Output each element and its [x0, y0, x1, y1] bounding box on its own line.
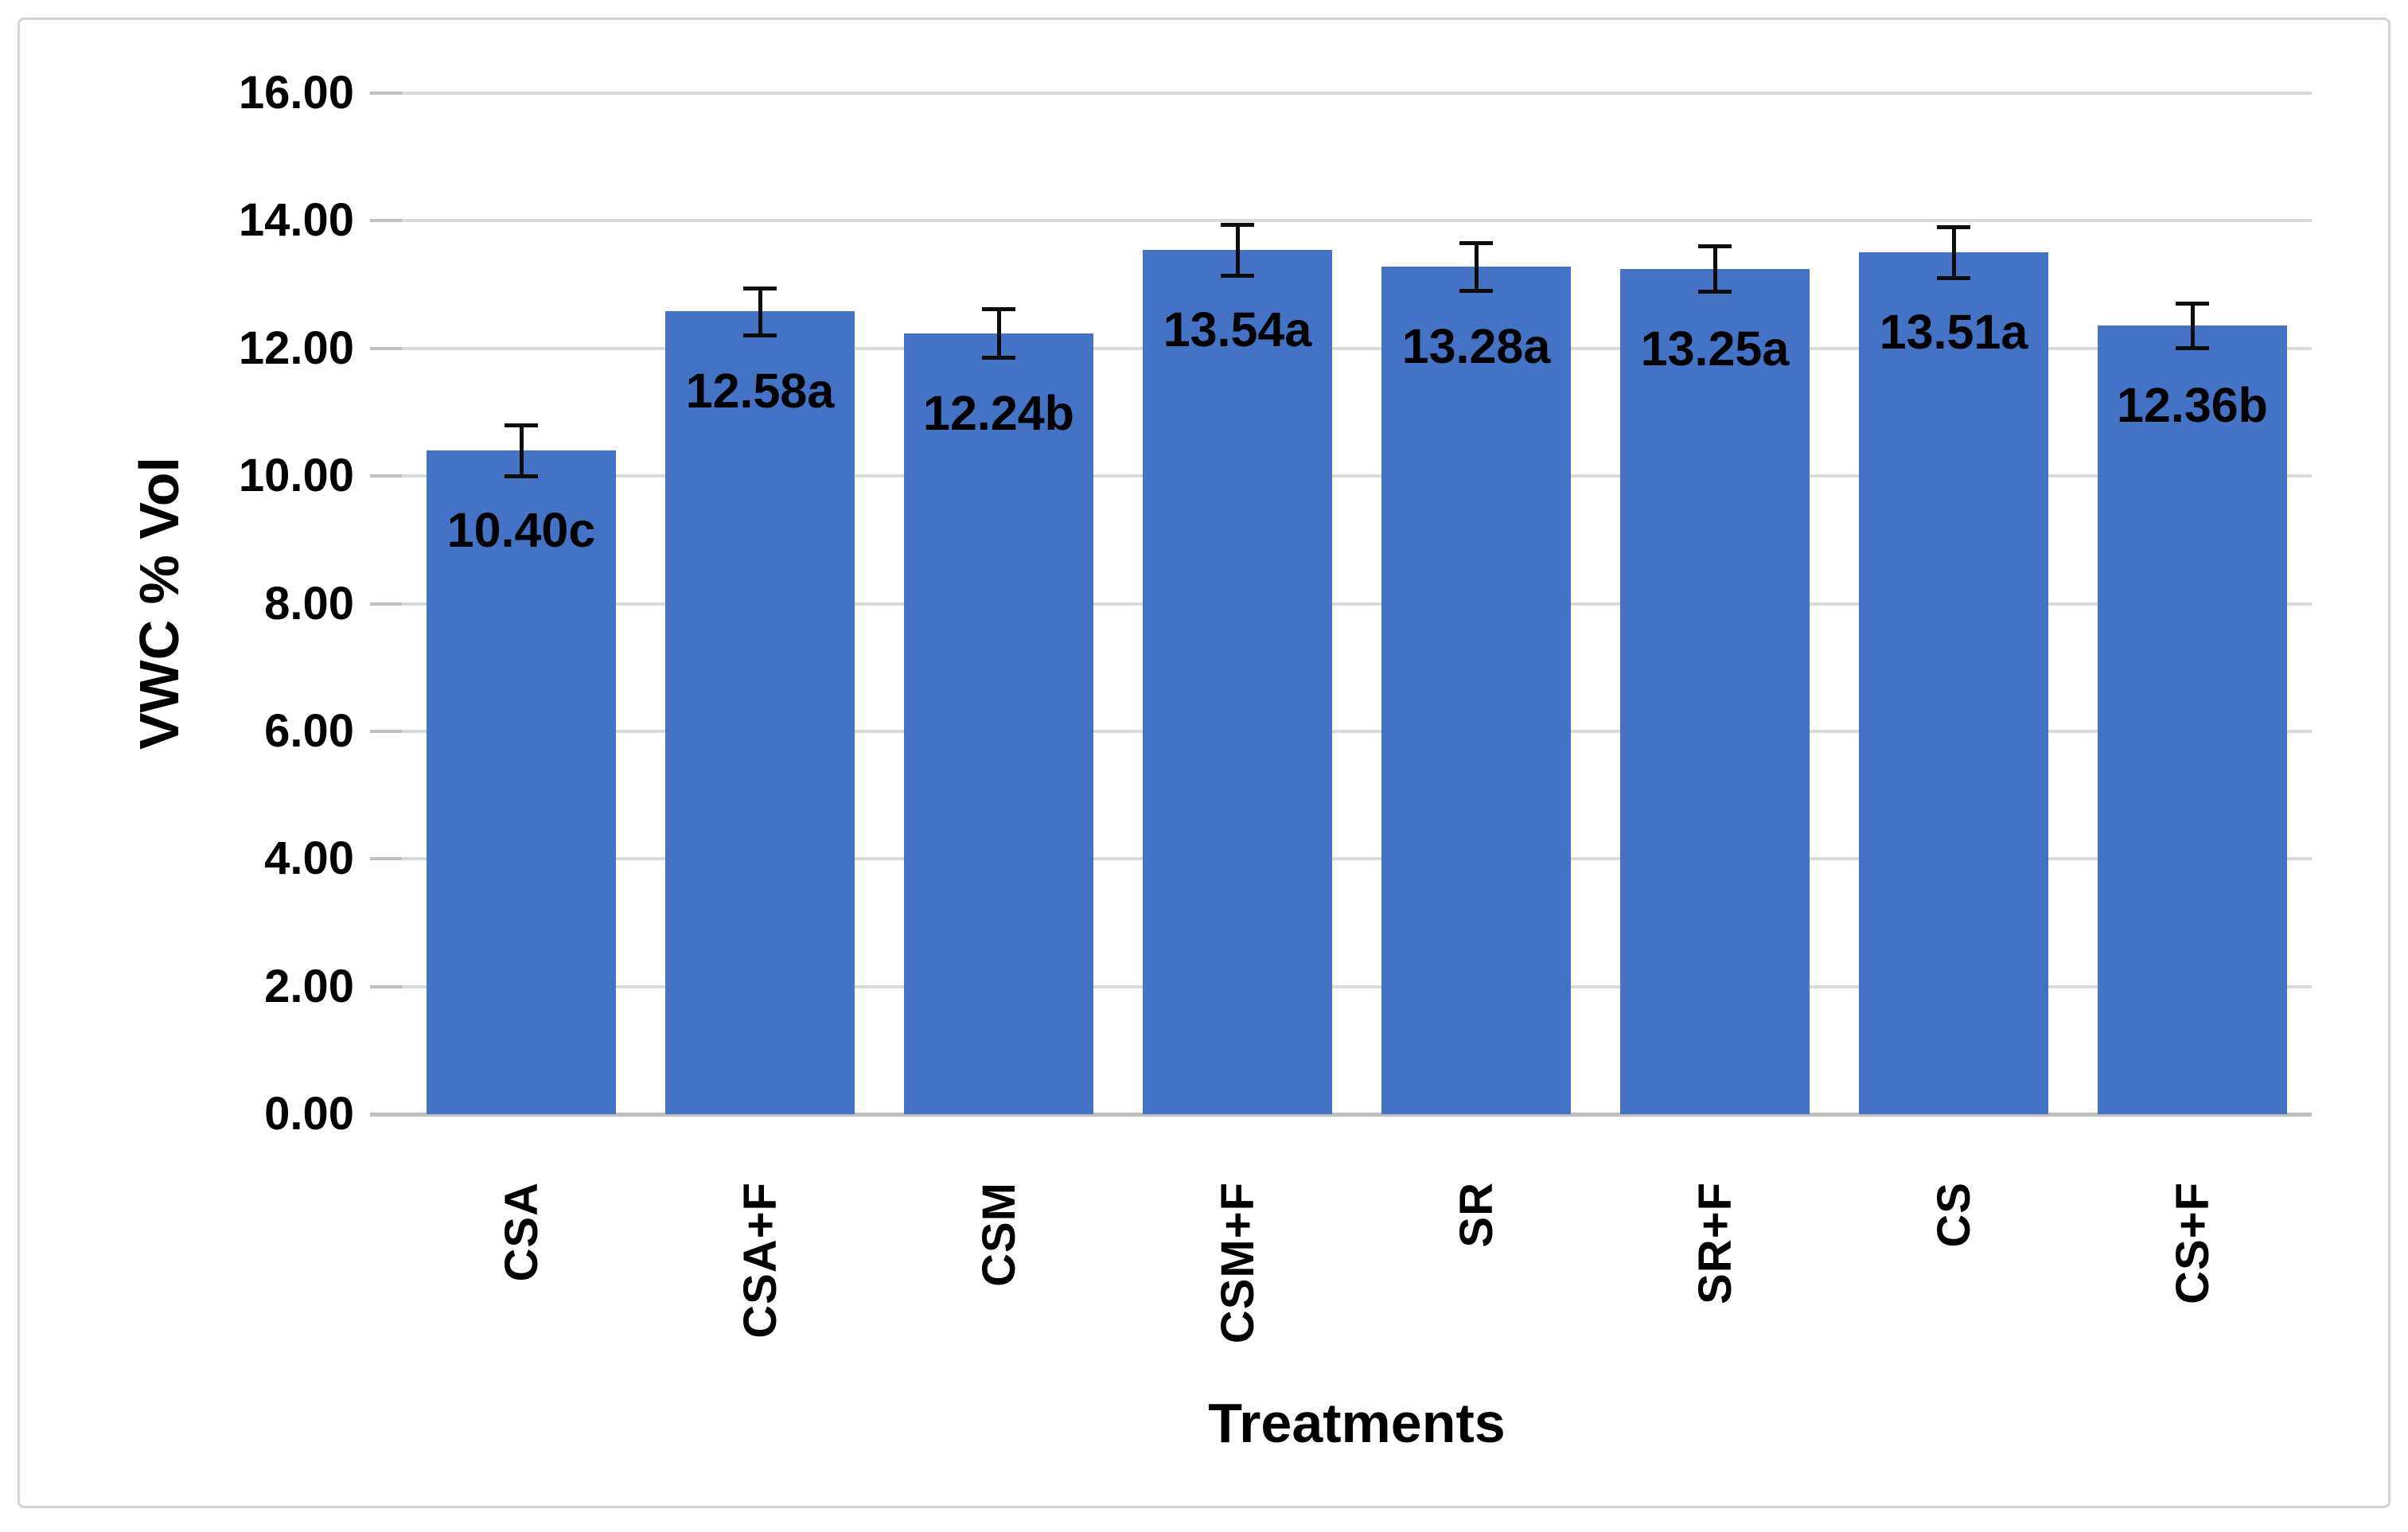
- y-axis-tick: [370, 602, 402, 606]
- x-category-cell: CSA: [402, 1182, 641, 1532]
- x-category-cell: CSA+F: [641, 1182, 879, 1532]
- x-category-cell: CSM: [879, 1182, 1118, 1532]
- gridline-y-14.00: [402, 219, 2312, 223]
- bar-SR: [1381, 267, 1571, 1114]
- y-tick-label: 8.00: [264, 577, 354, 630]
- x-category-cell: CS: [1834, 1182, 2073, 1532]
- x-category-label-CSA+F: CSA+F: [734, 1182, 786, 1339]
- y-axis-tick: [370, 219, 402, 223]
- error-bar-bottom-cap: [1698, 290, 1732, 294]
- error-bar: [1474, 243, 1479, 290]
- y-axis-tick: [370, 92, 402, 95]
- y-axis-tick: [370, 474, 402, 478]
- x-category-label-CSM+F: CSM+F: [1211, 1182, 1264, 1344]
- bar-CSA: [427, 450, 616, 1114]
- error-bar: [996, 309, 1001, 357]
- bar-CSM: [904, 333, 1093, 1114]
- y-axis-tick: [370, 729, 402, 733]
- bar-data-label: 12.58a: [685, 364, 835, 419]
- bar-data-label: 13.54a: [1163, 302, 1312, 357]
- error-bar-bottom-cap: [1221, 274, 1254, 279]
- bar-data-label: 13.25a: [1640, 321, 1790, 376]
- y-tick-label: 12.00: [238, 322, 354, 374]
- x-category-label-CSM: CSM: [972, 1182, 1025, 1287]
- gridline-y-12.00: [402, 346, 2312, 350]
- gridline-y-6.00: [402, 729, 2312, 733]
- error-bar: [2190, 302, 2195, 348]
- x-category-cell: SR+F: [1596, 1182, 1834, 1532]
- y-tick-label: 6.00: [264, 704, 354, 757]
- y-tick-label: 14.00: [238, 194, 354, 247]
- bar-CS: [1859, 251, 2048, 1114]
- bar-data-label: 10.40c: [446, 503, 596, 558]
- bar-data-label: 13.28a: [1401, 319, 1551, 374]
- gridline-y-2.00: [402, 984, 2312, 988]
- x-category-label-SR: SR: [1450, 1182, 1502, 1248]
- y-tick-label: 10.00: [238, 450, 354, 502]
- y-axis-tick: [370, 984, 402, 988]
- error-bar-bottom-cap: [1937, 275, 1970, 280]
- error-bar-top-cap: [743, 286, 777, 290]
- y-tick-label: 16.00: [238, 67, 354, 119]
- x-axis-line: [370, 1113, 2312, 1117]
- error-bar: [1235, 224, 1240, 276]
- gridline-y-10.00: [402, 474, 2312, 478]
- error-bar-bottom-cap: [505, 474, 538, 479]
- x-category-label-CS: CS: [1927, 1182, 1980, 1248]
- x-category-label-CSA: CSA: [495, 1182, 547, 1282]
- bar-CSM+F: [1143, 250, 1332, 1114]
- y-tick-label: 2.00: [264, 960, 354, 1012]
- x-category-label-SR+F: SR+F: [1689, 1182, 1741, 1304]
- gridline-y-4.00: [402, 857, 2312, 861]
- error-bar-bottom-cap: [982, 355, 1015, 360]
- x-category-cell: CSM+F: [1118, 1182, 1357, 1532]
- bar-data-label: 13.51a: [1879, 304, 2028, 359]
- x-category-cell: SR: [1357, 1182, 1596, 1532]
- error-bar: [519, 424, 524, 477]
- y-axis-tick: [370, 346, 402, 350]
- y-tick-label: 4.00: [264, 832, 354, 885]
- error-bar-bottom-cap: [1459, 288, 1493, 293]
- error-bar-top-cap: [1221, 223, 1254, 228]
- error-bar: [1712, 245, 1717, 292]
- error-bar-top-cap: [982, 307, 1015, 312]
- error-bar-top-cap: [1459, 241, 1493, 246]
- x-category-cell: CS+F: [2073, 1182, 2312, 1532]
- x-axis-title: Treatments: [1208, 1392, 1506, 1454]
- error-bar-top-cap: [1698, 244, 1732, 248]
- bar-CS+F: [2098, 325, 2287, 1114]
- bar-CSA+F: [665, 311, 855, 1114]
- error-bar-top-cap: [1937, 224, 1970, 229]
- x-category-label-CS+F: CS+F: [2166, 1182, 2219, 1304]
- error-bar-bottom-cap: [2176, 345, 2209, 350]
- gridline-y-8.00: [402, 602, 2312, 606]
- y-axis-tick: [370, 857, 402, 861]
- bar-data-label: 12.36b: [2117, 377, 2268, 432]
- error-bar-top-cap: [505, 423, 538, 427]
- error-bar-top-cap: [2176, 301, 2209, 306]
- bar-data-label: 12.24b: [923, 385, 1074, 440]
- error-bar: [758, 287, 762, 335]
- bar-SR+F: [1620, 268, 1810, 1114]
- error-bar-bottom-cap: [743, 333, 777, 337]
- gridline-y-16.00: [402, 92, 2312, 95]
- y-tick-label: 0.00: [264, 1088, 354, 1140]
- error-bar: [1951, 226, 1956, 278]
